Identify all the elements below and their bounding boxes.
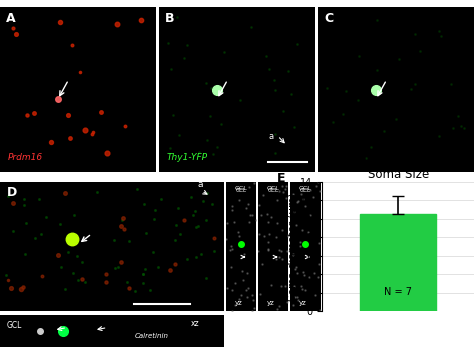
Text: yz: yz [267, 300, 275, 306]
Text: GCL: GCL [268, 188, 279, 193]
Text: GCL: GCL [300, 188, 311, 193]
Text: GCL: GCL [7, 321, 22, 330]
Text: GCL: GCL [235, 186, 247, 191]
Text: Thy1-YFP: Thy1-YFP [167, 153, 208, 162]
Title: Prdm16+,Thy1-YFP+
Soma Size: Prdm16+,Thy1-YFP+ Soma Size [337, 153, 459, 181]
Text: B: B [165, 12, 175, 25]
Text: yz: yz [299, 300, 307, 306]
Text: A: A [6, 12, 16, 25]
Y-axis label: Soma diameter (μm): Soma diameter (μm) [288, 193, 298, 301]
Text: yz: yz [235, 300, 243, 306]
Text: E: E [277, 172, 285, 184]
Text: Prdm16: Prdm16 [8, 153, 43, 162]
Text: GCL: GCL [267, 186, 280, 191]
Text: Calretinin: Calretinin [134, 333, 168, 339]
Text: N = 7: N = 7 [384, 287, 412, 297]
Text: a: a [268, 132, 273, 141]
Text: xz: xz [191, 319, 199, 329]
Text: C: C [324, 12, 333, 25]
Text: a: a [197, 180, 202, 189]
Text: D: D [7, 186, 17, 199]
Bar [360, 214, 436, 311]
Text: GCL: GCL [236, 188, 246, 193]
Text: GCL: GCL [299, 186, 312, 191]
